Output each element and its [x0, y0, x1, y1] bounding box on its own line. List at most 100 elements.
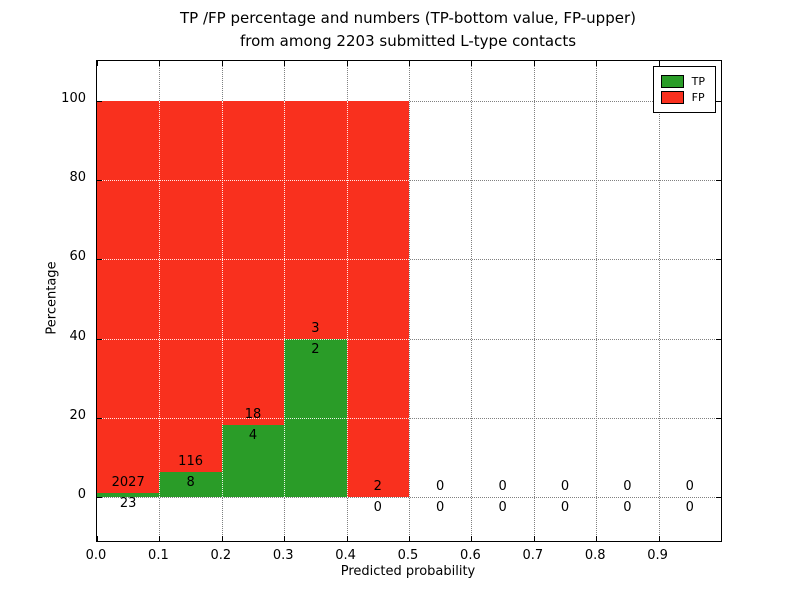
bar-fp [284, 100, 347, 339]
x-tick-mark [721, 61, 722, 66]
x-axis-label: Predicted probability [340, 564, 476, 579]
x-tick-label: 0.4 [335, 548, 356, 563]
x-tick-mark [221, 61, 223, 66]
y-tick-mark [97, 338, 102, 340]
legend-label: TP [691, 75, 705, 88]
x-tick-label: 0.5 [397, 548, 419, 563]
v-gridline [409, 61, 410, 541]
bar-fp [346, 100, 409, 498]
x-tick-mark [159, 536, 161, 541]
h-gridline-over [97, 259, 409, 261]
x-tick-mark [658, 536, 660, 541]
y-tick-mark [97, 100, 102, 102]
tp-count-label: 8 [186, 474, 195, 490]
legend-label: FP [691, 91, 705, 104]
bar-fp [159, 100, 222, 472]
h-gridline-over [97, 338, 409, 340]
fp-count-label: 0 [685, 479, 694, 495]
bar-fp [221, 100, 285, 426]
tp-count-label: 0 [685, 500, 694, 516]
y-tick-mark [716, 180, 721, 181]
tp-count-label: 0 [436, 500, 445, 516]
x-tick-label: 0.8 [584, 548, 606, 563]
fp-count-label: 0 [498, 479, 507, 495]
v-gridline [658, 61, 660, 541]
v-gridline-over [159, 100, 161, 498]
x-tick-label: 0.9 [647, 548, 668, 563]
legend-item: TP [660, 75, 705, 88]
x-tick-mark [97, 536, 98, 541]
plot-area: 2027 23 116 8 18 4 3 2 2 0 0 0 0 0 0 0 0 0 0 0 TP FP [96, 60, 722, 542]
bar-tp [97, 492, 160, 498]
y-tick-label: 0 [77, 487, 86, 503]
x-tick-mark [658, 61, 660, 66]
h-gridline-over [97, 179, 409, 181]
x-tick-mark [159, 61, 161, 66]
bar-fp [97, 100, 160, 493]
y-tick-label: 40 [69, 328, 86, 344]
v-gridline [533, 61, 535, 541]
bar-tp [159, 471, 222, 498]
fp-count-label: 2 [373, 479, 382, 495]
tp-count-label: 0 [623, 500, 632, 516]
fp-count-label: 116 [178, 453, 203, 469]
x-tick-mark [721, 536, 722, 541]
legend: TP FP [652, 66, 716, 113]
x-tick-mark [97, 61, 98, 66]
x-tick-mark [533, 536, 535, 541]
fp-count-label: 18 [244, 407, 262, 423]
chart-title-line1: TP /FP percentage and numbers (TP-bottom… [180, 9, 636, 27]
tp-count-label: 0 [560, 500, 570, 516]
y-axis-label: Percentage [44, 261, 60, 335]
y-tick-mark [716, 100, 721, 102]
v-gridline-over [221, 100, 223, 498]
y-tick-label: 60 [69, 249, 86, 265]
x-tick-label: 0.7 [522, 548, 544, 563]
y-tick-label: 100 [61, 90, 86, 106]
x-tick-label: 0.2 [210, 548, 232, 563]
x-tick-mark [471, 61, 473, 66]
x-tick-mark [533, 61, 535, 66]
x-tick-label: 0.3 [272, 548, 294, 563]
y-tick-label: 20 [69, 408, 86, 424]
grid-overlay [97, 100, 409, 498]
y-tick-mark [97, 259, 102, 261]
x-tick-label: 0.6 [460, 548, 481, 563]
x-tick-mark [284, 536, 286, 541]
x-tick-mark [284, 61, 286, 66]
y-tick-mark [97, 497, 102, 499]
y-tick-mark [716, 259, 721, 261]
x-tick-mark [596, 536, 598, 541]
fp-count-label: 0 [623, 479, 632, 495]
chart-title: TP /FP percentage and numbers (TP-bottom… [96, 7, 720, 53]
bar-tp [221, 425, 285, 498]
y-tick-mark [716, 418, 721, 420]
x-tick-label: 0.0 [85, 548, 107, 563]
v-gridline [596, 61, 598, 541]
y-tick-mark [716, 497, 721, 499]
tp-count-label: 4 [248, 428, 258, 444]
fp-count-label: 0 [560, 479, 570, 495]
x-tick-mark [221, 536, 223, 541]
x-tick-mark [471, 536, 473, 541]
fp-count-label: 3 [311, 320, 320, 336]
x-tick-mark [346, 536, 348, 541]
legend-swatch-fp [660, 91, 684, 104]
h-gridline-over [97, 418, 409, 419]
tp-count-label: 2 [311, 341, 320, 357]
x-tick-mark [346, 61, 348, 66]
y-tick-label: 80 [69, 170, 86, 185]
fp-count-label: 0 [436, 479, 445, 495]
v-gridline-over [284, 100, 286, 498]
chart-title-line2: from among 2203 submitted L-type contact… [239, 32, 577, 50]
tp-count-label: 0 [373, 500, 382, 516]
x-tick-mark [409, 536, 410, 541]
fp-count-label: 2027 [111, 474, 145, 490]
x-tick-mark [596, 61, 598, 66]
tp-count-label: 0 [498, 500, 507, 516]
y-tick-mark [716, 338, 721, 340]
x-tick-label: 0.1 [148, 548, 169, 563]
tp-count-label: 23 [119, 495, 137, 511]
y-tick-mark [97, 180, 102, 181]
